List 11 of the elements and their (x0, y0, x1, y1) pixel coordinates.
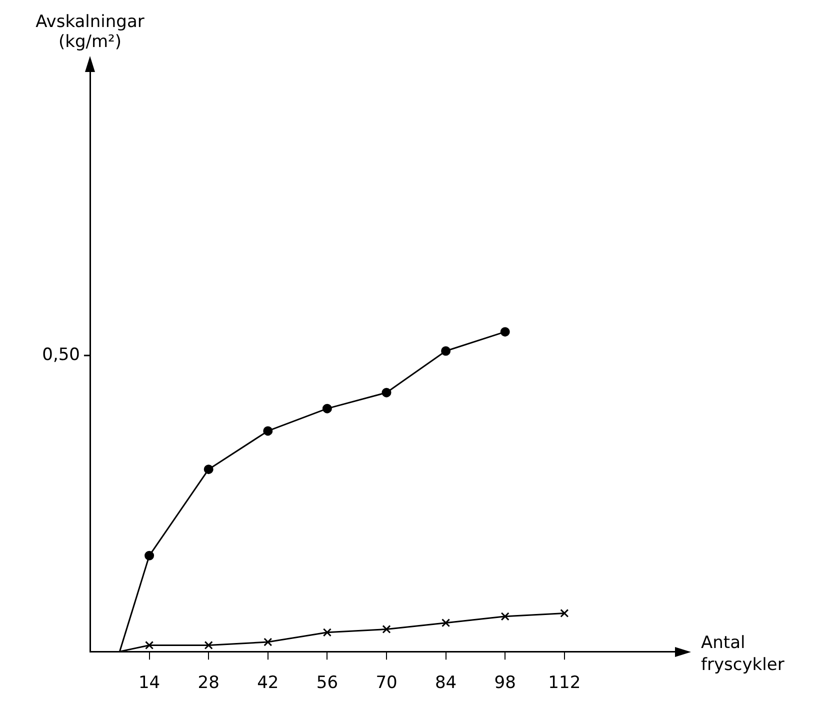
x-tick-label: 84 (434, 673, 457, 694)
text: Avskalningar (kg/m²) (36, 12, 144, 52)
x-tick-label: 112 (548, 673, 581, 694)
x-axis-title: Antal fryscykler (701, 633, 784, 676)
x-tick-label: 70 (376, 673, 398, 694)
x-tick-label: 28 (198, 673, 220, 694)
x-tick-label: 56 (316, 673, 338, 694)
text: 0,50 (42, 344, 80, 365)
x-tick-label: 98 (494, 673, 516, 694)
x-tick-label: 42 (257, 673, 279, 694)
x-tick-label: 14 (138, 673, 160, 694)
